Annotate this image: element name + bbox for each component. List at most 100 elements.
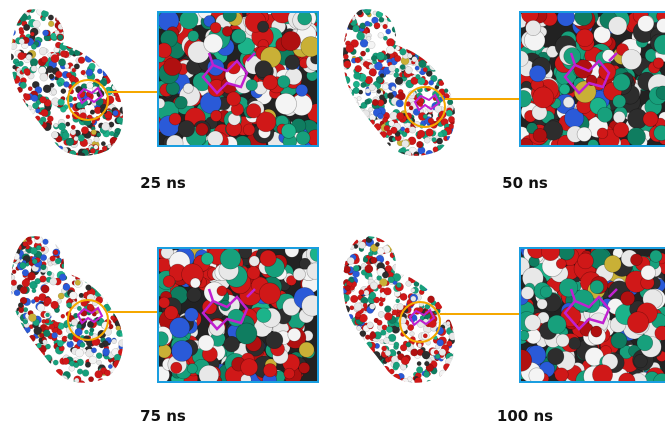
atom [354,384,358,388]
atom [20,146,27,153]
atom [64,230,69,235]
atom [13,235,19,241]
atom [112,143,117,148]
atom [437,38,444,45]
atom [13,102,19,108]
atom [61,158,67,164]
atom [79,293,84,298]
atom [442,267,448,273]
atom [33,134,39,140]
atom [340,321,345,326]
atom [275,93,296,114]
atom [374,22,380,28]
atom [9,106,17,114]
atom [359,371,364,376]
atom [75,262,79,266]
atom [416,243,420,247]
atom [56,241,64,249]
atom [95,370,103,378]
atom [38,120,43,125]
atom [400,64,405,69]
atom [84,260,92,268]
atom [57,146,63,152]
atom [60,43,68,51]
atom [355,312,361,318]
atom [13,253,20,260]
atom [48,15,54,21]
atom [74,229,82,237]
atom [413,385,420,392]
atom [101,141,105,145]
atom [413,256,421,264]
atom [522,6,539,23]
atom [57,330,62,335]
atom [247,266,260,279]
atom [363,154,370,161]
atom [63,81,69,87]
atom [348,105,352,109]
atom [58,293,64,299]
atom [432,137,437,142]
atom [344,61,351,68]
atom [103,378,110,385]
atom [65,382,73,390]
atom [43,30,49,36]
atom [45,319,49,323]
atom [69,382,75,388]
atom [124,324,130,330]
atom [339,33,345,39]
atom [609,17,627,35]
atom [525,315,541,331]
atom [370,358,375,363]
atom [64,15,70,21]
atom [39,333,44,338]
atom [55,71,62,78]
atom [338,361,345,368]
atom [346,89,354,97]
atom [345,330,353,338]
atom [432,156,440,164]
atom [63,233,70,240]
atom [14,119,21,126]
atom [106,61,110,65]
atom [411,51,416,56]
atom [5,118,11,124]
atom [17,3,22,8]
atom [70,130,76,136]
atom [401,357,409,365]
atom [444,295,452,303]
atom [164,306,178,320]
atom [116,326,121,331]
atom [420,238,426,244]
atom [100,234,107,241]
atom [22,279,30,287]
atom [445,67,449,71]
atom [43,330,50,337]
atom [442,256,447,261]
atom [9,247,17,255]
atom [449,140,456,147]
atom [120,14,125,19]
atom [22,366,28,372]
atom [125,281,129,285]
atom [386,12,392,18]
atom [342,76,350,84]
atom [14,99,19,104]
atom [118,340,125,347]
atom [117,273,124,280]
atom [423,252,429,258]
atom [19,377,26,384]
atom [17,343,23,349]
atom [126,270,130,274]
atom [427,296,434,303]
atom [344,367,351,374]
atom [453,382,458,387]
atom [93,17,100,24]
atom [378,155,385,162]
atom [73,97,77,101]
atom [123,238,129,244]
protein [4,228,131,393]
atom [57,228,65,236]
atom [97,31,105,39]
atom [426,235,432,241]
